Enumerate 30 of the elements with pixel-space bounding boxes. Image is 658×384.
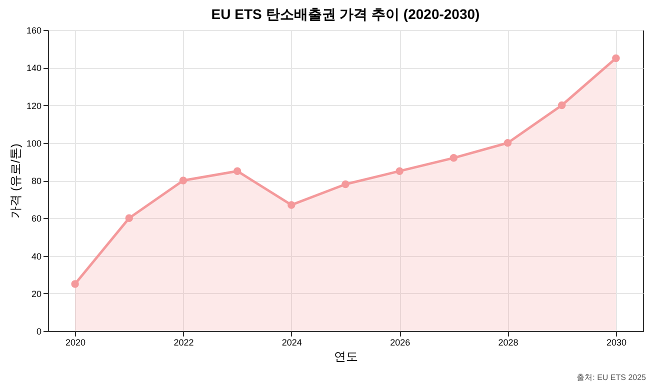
y-tick-label: 40 <box>31 251 42 262</box>
y-tick-label: 20 <box>31 288 42 299</box>
y-tick-label: 160 <box>26 26 42 36</box>
point <box>71 280 79 288</box>
point <box>558 101 566 110</box>
x-tick-label: 2028 <box>498 338 518 348</box>
y-axis-title: 가격 (유로/톤) <box>8 144 22 218</box>
point <box>504 139 512 147</box>
y-tick-label: 60 <box>31 214 42 224</box>
x-tick-label: 2026 <box>390 338 410 348</box>
point <box>396 167 404 175</box>
point <box>233 167 242 175</box>
y-tick-label: 80 <box>31 176 42 186</box>
x-tick-label: 2024 <box>282 338 302 348</box>
x-axis-title: 연도 <box>334 350 358 364</box>
y-tick-label: 120 <box>26 100 42 111</box>
x-tick-label: 2030 <box>606 338 626 348</box>
y-tick-label: 140 <box>26 63 42 74</box>
point <box>179 176 188 184</box>
chart-title: EU ETS 탄소배출권 가격 추이 (2020-2030) <box>211 6 480 22</box>
source-note: 출처: EU ETS 2025 <box>576 373 647 382</box>
x-tick-label: 2022 <box>174 338 194 348</box>
point <box>342 180 350 188</box>
y-tick-label: 100 <box>26 138 42 148</box>
point <box>288 201 296 209</box>
point <box>450 154 458 162</box>
point <box>125 214 134 222</box>
x-tick-label: 2020 <box>66 338 86 348</box>
point <box>612 54 620 62</box>
y-tick-label: 0 <box>36 326 42 336</box>
